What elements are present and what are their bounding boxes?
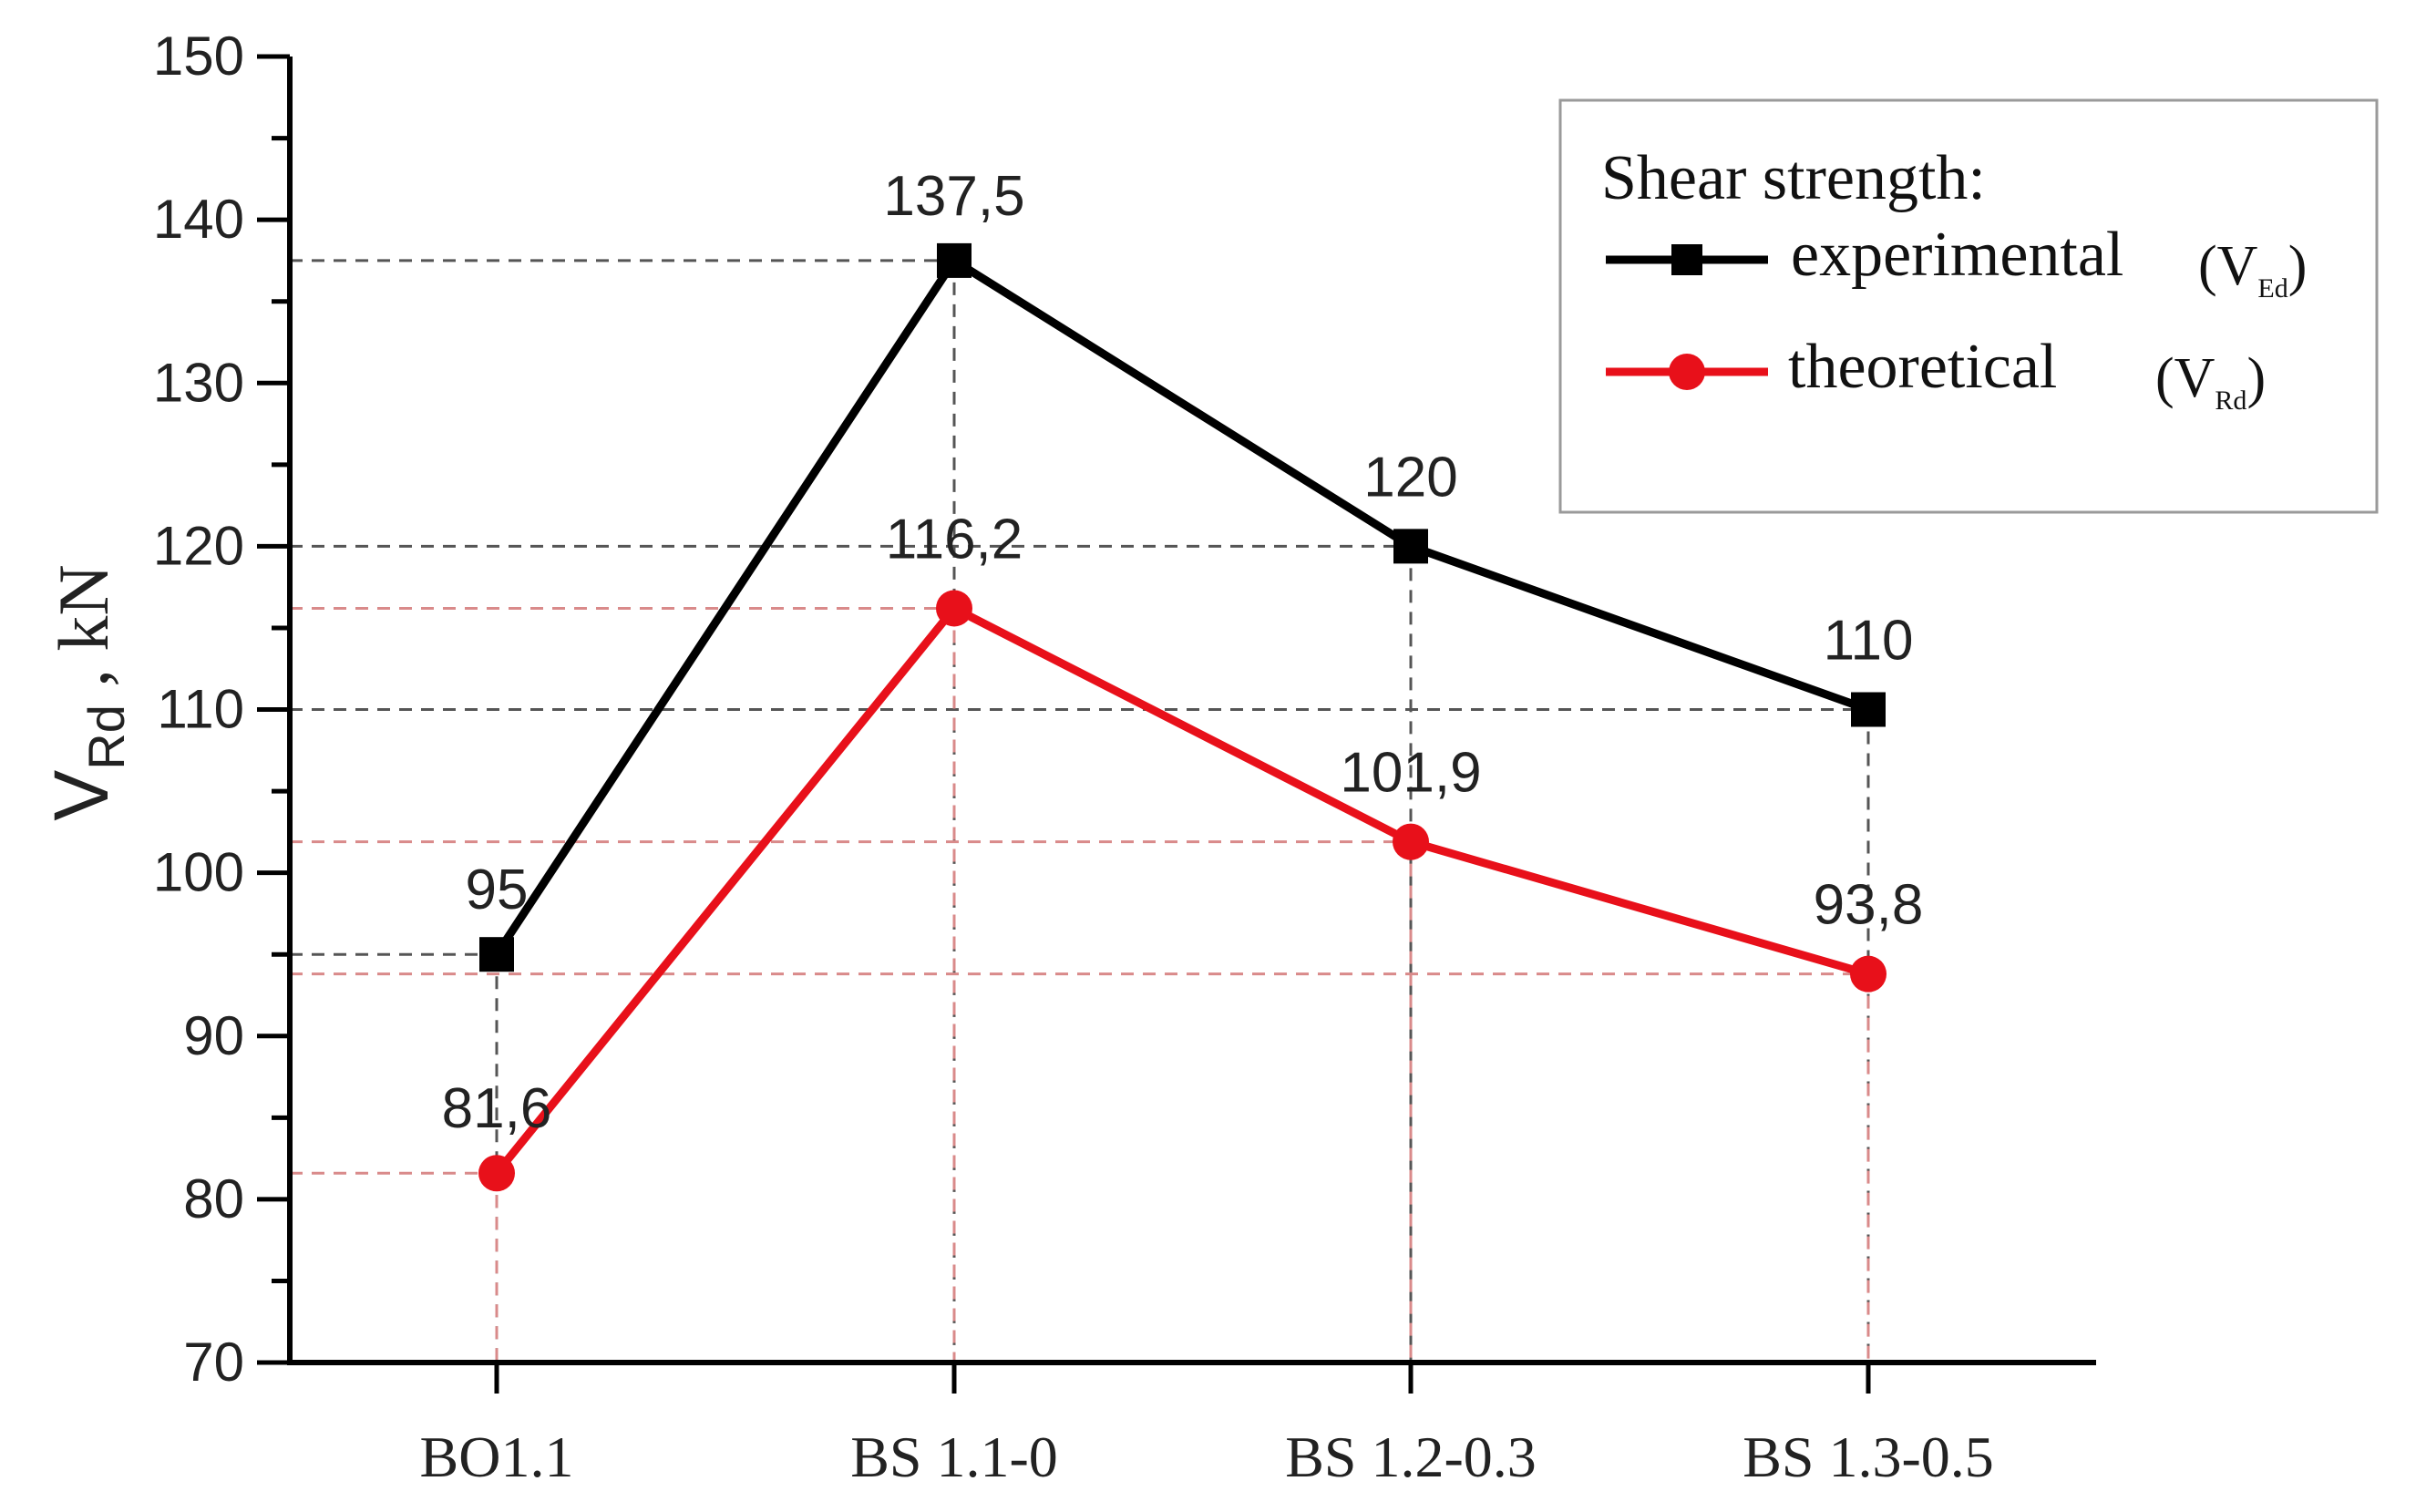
y-tick-label: 90 [183, 1005, 244, 1066]
y-tick-label: 150 [153, 26, 244, 87]
data-label-experimental: 120 [1363, 446, 1457, 509]
data-label-theoretical: 101,9 [1340, 742, 1481, 805]
y-axis-label: VRd , kN [38, 564, 135, 820]
legend-label-experimental: experimental [1791, 220, 2123, 290]
y-tick-label: 120 [153, 515, 244, 576]
y-tick-label: 140 [153, 189, 244, 250]
data-labels: 95 137,5 120 110 81,6 116,2 101,9 93,8 [442, 165, 1924, 1140]
data-point-experimental [1851, 692, 1886, 727]
svg-text:VRd , kN: VRd , kN [38, 564, 135, 820]
data-point-theoretical [1850, 955, 1887, 993]
data-label-experimental: 95 [466, 859, 529, 921]
legend: Shear strength: experimental (VEd) theor… [1558, 98, 2379, 514]
guide-lines [290, 259, 1870, 1363]
x-tick-label: BS 1.1-0 [850, 1425, 1058, 1489]
data-label-experimental: 110 [1824, 610, 1914, 673]
legend-symbol-theoretical: (VRd) [2155, 347, 2266, 416]
legend-title: Shear strength: [1601, 143, 1986, 213]
data-label-theoretical: 93,8 [1814, 874, 1924, 937]
data-label-theoretical: 116,2 [886, 508, 1023, 571]
legend-box [1558, 98, 2379, 514]
data-label-experimental: 137,5 [883, 165, 1024, 228]
data-point-experimental [1393, 529, 1428, 564]
legend-marker-experimental [1671, 244, 1702, 275]
series-markers [478, 242, 1887, 1192]
y-tick-label: 100 [153, 842, 244, 903]
data-point-experimental [479, 937, 514, 972]
y-tick-label: 130 [153, 352, 244, 413]
data-point-theoretical [478, 1155, 515, 1192]
data-label-theoretical: 81,6 [442, 1077, 552, 1140]
x-tick-label: BS 1.2-0.3 [1285, 1425, 1537, 1489]
data-point-theoretical [936, 590, 972, 627]
series-lines [493, 254, 1870, 1177]
y-tick-label: 80 [183, 1168, 244, 1229]
data-point-theoretical [1393, 823, 1429, 860]
y-axis-label-subscript: Rd [77, 705, 135, 770]
series-line-theoretical [493, 602, 1870, 1177]
x-axis-ticks: BO1.1 BS 1.1-0 BS 1.2-0.3 BS 1.3-0.5 [420, 1363, 1994, 1489]
legend-symbol-experimental: (VEd) [2198, 235, 2307, 303]
data-point-experimental [937, 242, 972, 278]
y-axis-label-main: V [38, 770, 124, 821]
y-axis-label-unit: , kN [44, 564, 123, 705]
y-axis-ticks: 70 80 90 100 110 120 130 140 150 [153, 26, 290, 1393]
x-tick-label: BS 1.3-0.5 [1743, 1425, 1994, 1489]
y-tick-label: 110 [157, 679, 244, 740]
legend-marker-theoretical [1669, 354, 1705, 390]
legend-label-theoretical: theoretical [1788, 332, 2057, 402]
y-tick-label: 70 [183, 1332, 244, 1393]
x-tick-label: BO1.1 [420, 1425, 574, 1489]
series-line-experimental [493, 254, 1870, 957]
